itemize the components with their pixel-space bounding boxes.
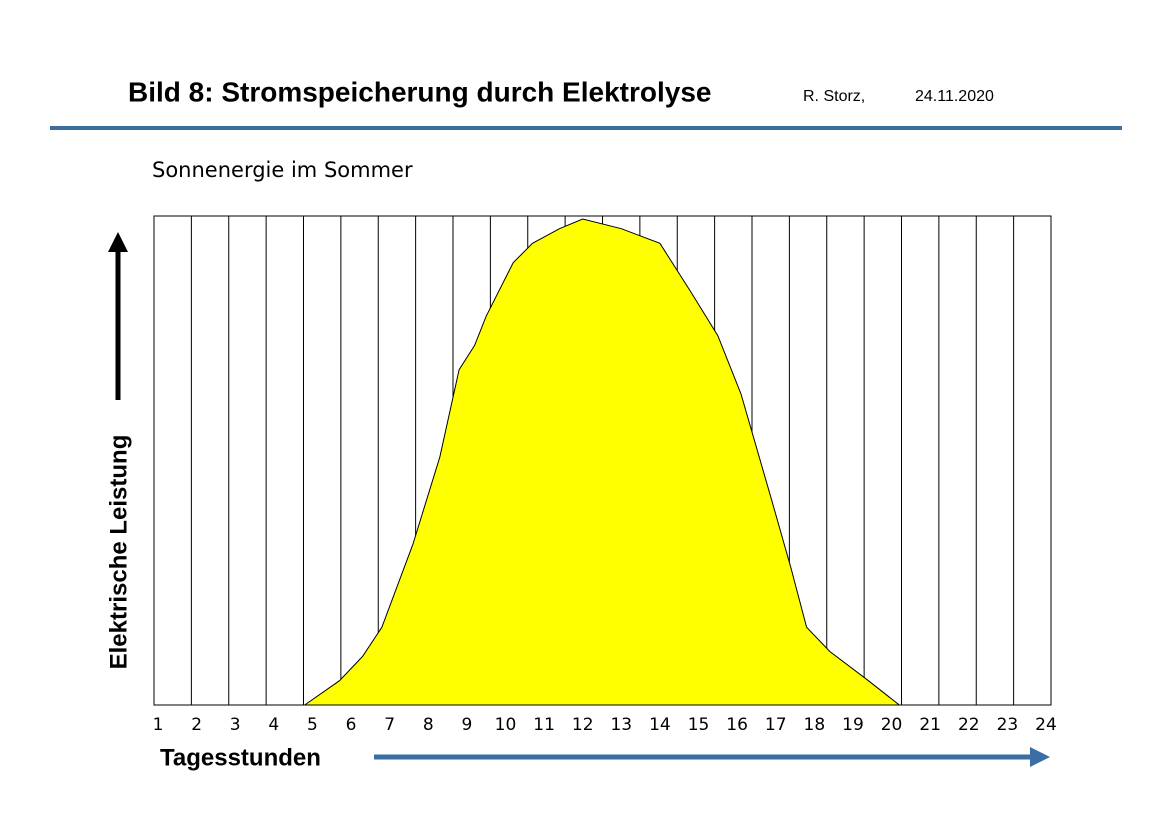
x-tick-label: 17: [765, 715, 787, 735]
x-tick-label: 19: [842, 715, 864, 735]
x-tick-label: 20: [881, 715, 903, 735]
x-tick-label: 18: [804, 715, 826, 735]
x-tick-label: 4: [268, 715, 279, 735]
area: [303, 218, 901, 706]
x-tick-label: 6: [346, 715, 357, 735]
x-tick-label: 11: [533, 715, 555, 735]
x-tick-label: 5: [307, 715, 318, 735]
x-tick-label: 2: [191, 715, 202, 735]
x-tick-label: 10: [495, 715, 517, 735]
x-tick-label: 13: [610, 715, 632, 735]
x-tick-label: 24: [1035, 715, 1057, 735]
title: Bild 8: Stromspeicherung durch Elektroly…: [128, 76, 711, 107]
x-tick-label: 22: [958, 715, 980, 735]
x-tick-label: 8: [423, 715, 434, 735]
x-axis-label: Tagesstunden: [160, 744, 321, 771]
date: 24.11.2020: [915, 88, 994, 105]
chart-title: Sonnenergie im Sommer: [152, 158, 413, 182]
author: R. Storz,: [803, 88, 865, 105]
x-tick-label: 12: [572, 715, 594, 735]
x-tick-label: 14: [649, 715, 671, 735]
x-tick-label: 3: [230, 715, 241, 735]
x-tick-label: 16: [726, 715, 748, 735]
x-tick-label: 7: [384, 715, 395, 735]
x-tick-label: 1: [153, 715, 164, 735]
x-tick-label: 15: [688, 715, 710, 735]
x-tick-label: 9: [461, 715, 472, 735]
x-tick-label: 23: [997, 715, 1019, 735]
y-axis-label: Elektrische Leistung: [105, 435, 132, 670]
x-tick-label: 21: [919, 715, 941, 735]
